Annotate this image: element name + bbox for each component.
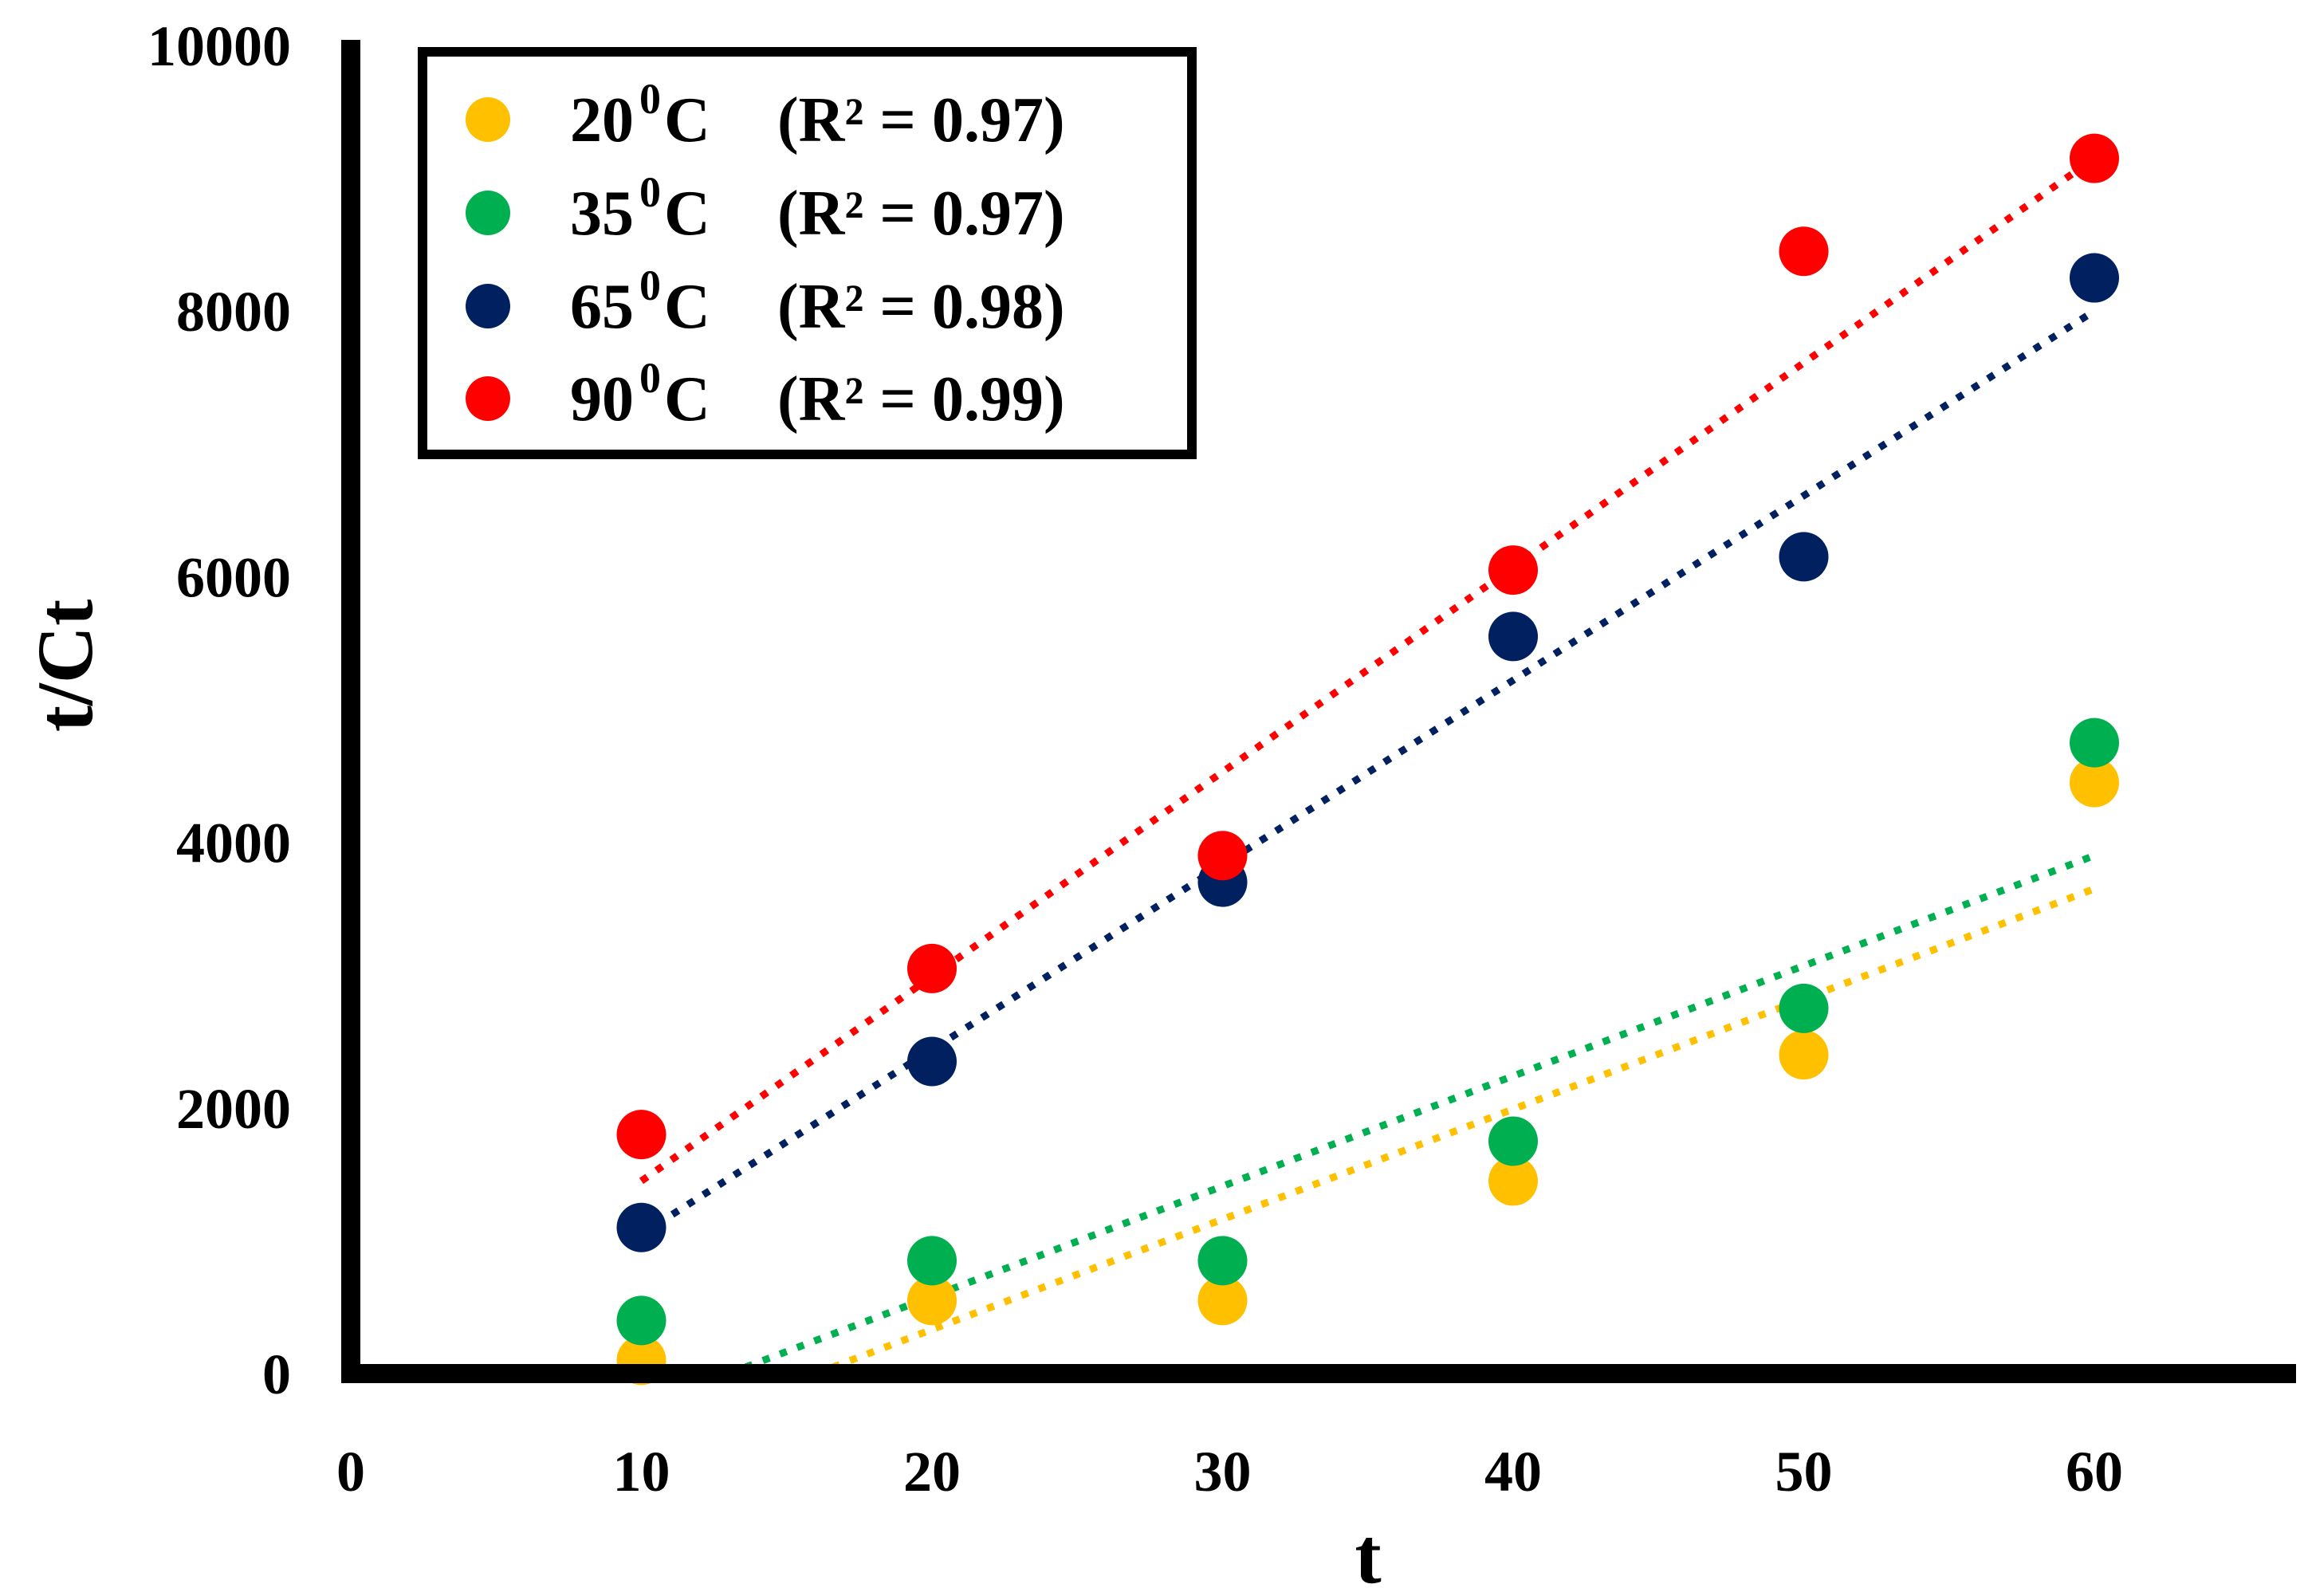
legend-marker (466, 284, 510, 328)
data-point-35C (907, 1236, 957, 1286)
legend-unit: C (664, 272, 710, 342)
data-point-35C (1779, 983, 1829, 1033)
data-point-35C (616, 1295, 666, 1346)
legend-temperature: 35 (570, 179, 634, 249)
x-axis-title: t (1355, 1511, 1381, 1596)
data-point-20C (907, 1276, 957, 1326)
x-tick-labels: 0 10 20 30 40 50 60 (336, 1440, 2123, 1504)
x-tick-label: 20 (903, 1440, 961, 1504)
trendlines (639, 155, 2097, 1378)
legend-degree: 0 (639, 261, 661, 309)
data-point-35C (2070, 717, 2119, 768)
data-point-20C (1488, 1156, 1538, 1206)
legend-marker (466, 191, 510, 235)
data-point-65C (907, 1036, 957, 1087)
data-point-90C (1779, 226, 1829, 277)
legend-unit: C (664, 179, 710, 249)
y-tick-label: 8000 (176, 280, 291, 344)
legend-temperature: 90 (570, 364, 634, 434)
legend-r2-label: (R² = 0.98) (777, 272, 1065, 342)
data-point-90C (1488, 545, 1538, 596)
legend-r2-label: (R² = 0.99) (777, 364, 1065, 434)
legend-degree: 0 (639, 75, 661, 123)
data-point-90C (907, 943, 957, 993)
legend-temperature: 20 (570, 85, 634, 155)
y-tick-labels: 0 2000 4000 6000 8000 10000 (147, 14, 291, 1406)
legend-unit: C (664, 364, 710, 434)
data-point-20C (1779, 1030, 1829, 1080)
data-point-90C (2070, 133, 2119, 183)
data-point-65C (1488, 611, 1538, 662)
data-point-65C (2070, 253, 2119, 303)
y-tick-label: 6000 (176, 545, 291, 609)
legend-temperature: 65 (570, 272, 634, 342)
y-tick-label: 4000 (176, 812, 291, 875)
legend-r2-label: (R² = 0.97) (777, 85, 1065, 155)
trendline-65C (639, 308, 2097, 1237)
legend-unit: C (664, 85, 710, 155)
data-point-90C (616, 1110, 666, 1160)
data-point-90C (1197, 831, 1248, 881)
legend-box (418, 47, 1197, 459)
legend: 20 0 C (R² = 0.97)35 0 C (R² = 0.97)65 0 C (R² = … (418, 47, 1197, 459)
trendline-35C (727, 852, 2096, 1378)
data-points (616, 133, 2119, 1386)
x-tick-label: 0 (336, 1440, 365, 1504)
x-tick-label: 10 (613, 1440, 670, 1504)
legend-marker (466, 376, 510, 421)
y-tick-label: 2000 (176, 1077, 291, 1141)
data-point-20C (2070, 757, 2119, 808)
y-axis-title: t/Ct (21, 599, 109, 733)
legend-degree: 0 (639, 354, 661, 402)
y-tick-label: 10000 (147, 14, 291, 78)
legend-degree: 0 (639, 168, 661, 216)
data-point-35C (1488, 1116, 1538, 1166)
data-point-65C (616, 1202, 666, 1252)
x-tick-label: 30 (1194, 1440, 1252, 1504)
trendline-20C (814, 885, 2096, 1378)
x-tick-label: 50 (1775, 1440, 1833, 1504)
data-point-35C (1197, 1236, 1248, 1286)
y-tick-label: 0 (262, 1342, 291, 1406)
legend-r2-label: (R² = 0.97) (777, 179, 1065, 249)
x-tick-label: 40 (1484, 1440, 1542, 1504)
data-point-20C (1197, 1276, 1248, 1326)
trendline-90C (639, 155, 2097, 1185)
x-tick-label: 60 (2066, 1440, 2123, 1504)
legend-marker (466, 97, 510, 142)
data-point-65C (1779, 532, 1829, 582)
